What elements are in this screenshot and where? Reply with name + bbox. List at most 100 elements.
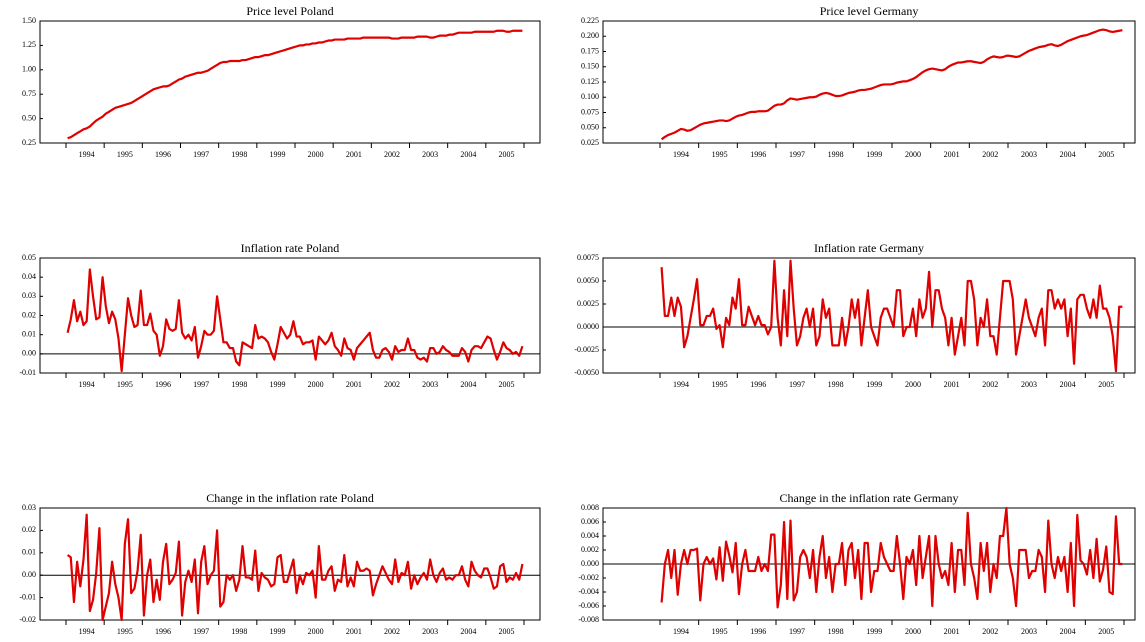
x-tick-label: 1995: [712, 150, 728, 159]
x-tick-label: 2001: [944, 150, 960, 159]
x-tick-label: 2000: [905, 380, 921, 389]
x-tick-label: 1995: [712, 627, 728, 636]
x-tick-label: 1997: [193, 150, 209, 159]
x-tick-label: 2005: [1098, 380, 1114, 389]
y-tick-label: -0.004: [578, 587, 599, 596]
y-tick-label: 0.0050: [577, 276, 599, 285]
x-tick-label: 2003: [1021, 627, 1037, 636]
x-tick-label: 2001: [346, 627, 362, 636]
y-tick-label: 0.004: [581, 531, 599, 540]
x-tick-label: 1999: [866, 380, 882, 389]
x-tick-label: 2004: [460, 150, 476, 159]
y-tick-label: 0.02: [22, 310, 36, 319]
y-tick-label: 0.02: [22, 525, 36, 534]
y-tick-label: 0.03: [22, 503, 36, 512]
x-tick-label: 1996: [155, 150, 171, 159]
x-tick-label: 2000: [905, 150, 921, 159]
x-tick-label: 1998: [828, 150, 844, 159]
y-tick-label: -0.01: [19, 368, 36, 377]
x-tick-label: 1995: [117, 150, 133, 159]
plot-frame: [602, 20, 1136, 144]
x-tick-label: 2002: [982, 150, 998, 159]
x-tick-label: 1996: [155, 380, 171, 389]
x-tick-label: 1999: [270, 150, 286, 159]
x-tick-label: 2001: [346, 150, 362, 159]
y-tick-label: 0.100: [581, 92, 599, 101]
x-tick-label: 2000: [308, 150, 324, 159]
panel: Inflation rate Germany -0.0050 -0.0025 0.00…: [574, 241, 1136, 389]
y-tick-label: -0.0025: [574, 345, 599, 354]
x-tick-label: 1997: [789, 150, 805, 159]
y-tick-label: 0.01: [22, 329, 36, 338]
x-tick-label: 2004: [460, 380, 476, 389]
x-tick-label: 2005: [499, 150, 515, 159]
y-tick-label: 0.008: [581, 503, 599, 512]
x-tick-label: 2004: [1060, 627, 1076, 636]
y-tick-label: 0.03: [22, 291, 36, 300]
x-tick-label: 1995: [117, 380, 133, 389]
panel: Price level Poland 0.25 0.50 0.75 1.00 1.25 1.…: [22, 4, 541, 159]
x-tick-label: 1996: [750, 627, 766, 636]
x-tick-label: 1998: [231, 150, 247, 159]
x-tick-label: 1996: [750, 380, 766, 389]
x-tick-label: 1998: [231, 380, 247, 389]
x-tick-label: 2005: [499, 627, 515, 636]
y-tick-label: 0.075: [581, 107, 599, 116]
y-tick-label: -0.006: [578, 601, 599, 610]
x-tick-label: 2003: [422, 627, 438, 636]
data-line: [66, 268, 524, 373]
x-tick-label: 2004: [1060, 380, 1076, 389]
panel: Change in the inflation rate Germany -0.0…: [578, 491, 1136, 636]
x-tick-label: 2004: [460, 627, 476, 636]
panel-title: Inflation rate Poland: [241, 241, 340, 255]
x-tick-label: 1999: [866, 627, 882, 636]
x-tick-label: 2002: [982, 627, 998, 636]
y-tick-label: -0.0050: [574, 368, 599, 377]
panel-title: Inflation rate Germany: [814, 241, 924, 255]
y-tick-label: 0.050: [581, 123, 599, 132]
y-tick-label: -0.01: [19, 592, 36, 601]
y-tick-label: -0.008: [578, 615, 599, 624]
x-tick-label: 1998: [231, 627, 247, 636]
y-tick-label: 0.05: [22, 253, 36, 262]
x-tick-label: 2002: [384, 627, 400, 636]
x-tick-label: 2003: [422, 380, 438, 389]
x-tick-label: 2000: [308, 627, 324, 636]
x-tick-label: 2002: [384, 380, 400, 389]
data-line: [66, 513, 524, 622]
x-tick-label: 1997: [789, 627, 805, 636]
y-tick-label: -0.02: [19, 615, 36, 624]
y-tick-label: 0.0000: [577, 322, 599, 331]
data-line: [67, 29, 523, 140]
y-tick-label: 1.25: [22, 40, 36, 49]
y-tick-label: 0.000: [581, 559, 599, 568]
y-tick-label: 0.175: [581, 46, 599, 55]
x-tick-label: 1994: [673, 380, 689, 389]
panel-title: Price level Germany: [820, 4, 919, 18]
x-tick-label: 2003: [1021, 150, 1037, 159]
x-tick-label: 2001: [944, 380, 960, 389]
y-tick-label: 1.50: [22, 16, 36, 25]
x-tick-label: 2002: [384, 150, 400, 159]
x-tick-label: 2000: [308, 380, 324, 389]
x-tick-label: 1999: [866, 150, 882, 159]
x-tick-label: 1994: [79, 150, 95, 159]
x-tick-label: 1998: [828, 627, 844, 636]
y-tick-label: 0.200: [581, 31, 599, 40]
y-tick-label: 0.00: [22, 570, 36, 579]
x-tick-label: 2005: [499, 380, 515, 389]
y-tick-label: 0.0075: [577, 253, 599, 262]
y-tick-label: -0.002: [578, 573, 599, 582]
plot-frame: [602, 257, 1136, 374]
panel: Change in the inflation rate Poland -0.02…: [19, 491, 541, 636]
x-tick-label: 1997: [193, 380, 209, 389]
panel-title: Change in the inflation rate Poland: [206, 491, 374, 505]
x-tick-label: 1994: [79, 380, 95, 389]
y-tick-label: 0.006: [581, 517, 599, 526]
x-tick-label: 1994: [673, 627, 689, 636]
x-tick-label: 2000: [905, 627, 921, 636]
x-tick-label: 1998: [828, 380, 844, 389]
y-tick-label: 1.00: [22, 65, 36, 74]
y-tick-label: 0.125: [581, 77, 599, 86]
